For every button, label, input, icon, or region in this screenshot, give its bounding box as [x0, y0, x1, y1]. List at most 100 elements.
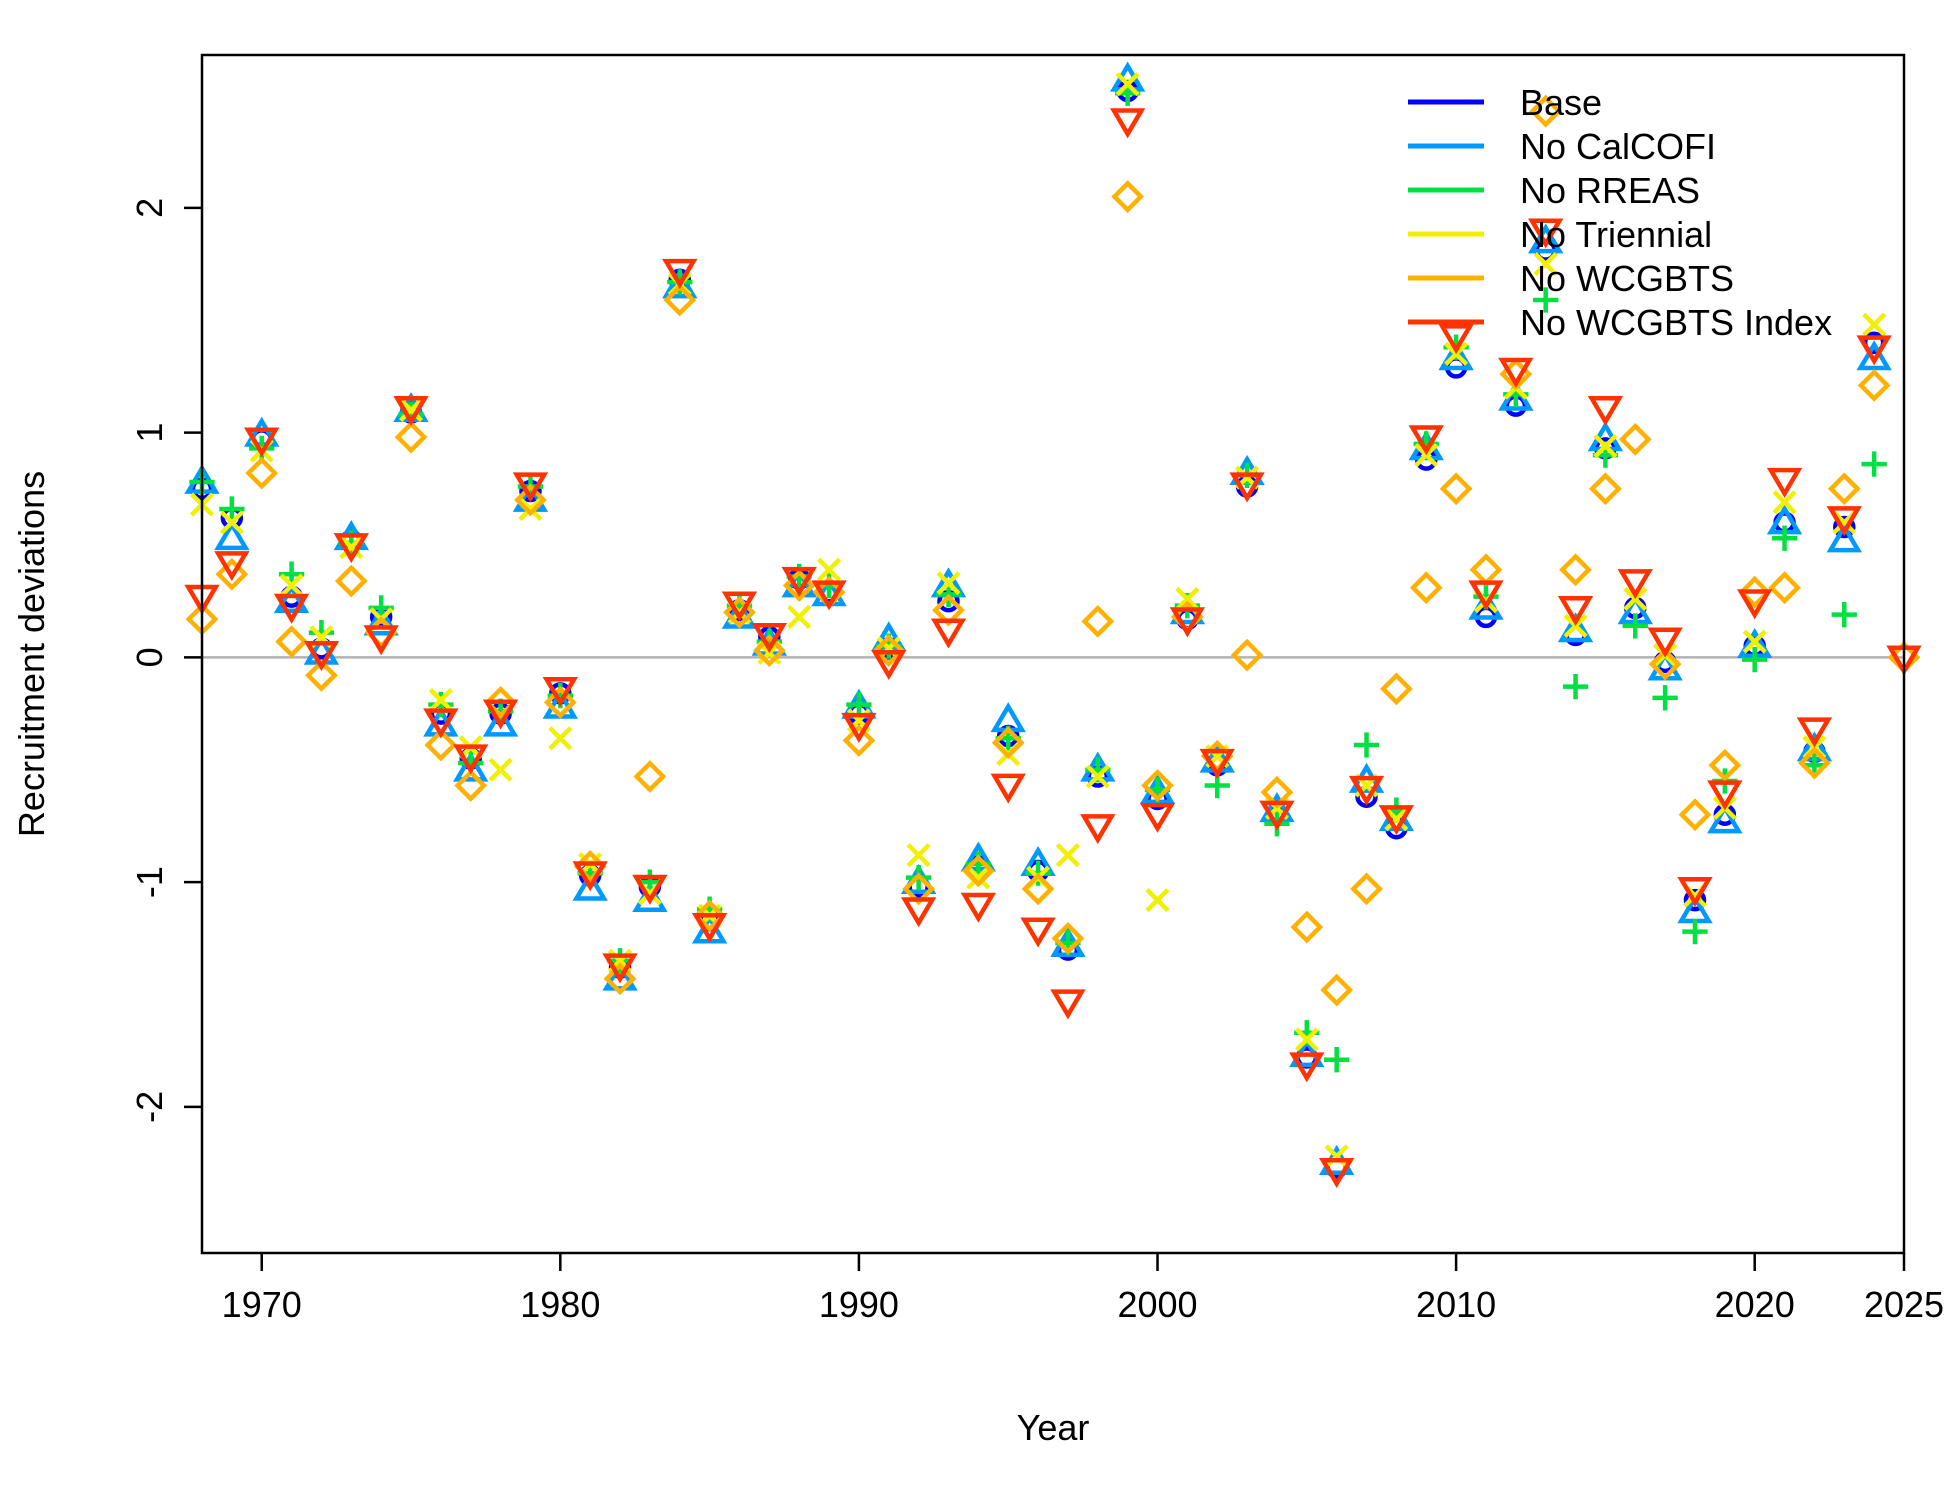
data-point	[961, 854, 995, 888]
data-point	[752, 634, 786, 668]
data-point	[1533, 287, 1559, 313]
data-point	[1468, 580, 1504, 611]
data-point	[1587, 396, 1624, 427]
data-point	[423, 708, 459, 739]
data-point	[572, 861, 608, 892]
data-point	[1622, 613, 1648, 639]
data-point	[244, 427, 280, 458]
data-point	[1798, 746, 1831, 780]
data-point	[334, 564, 368, 598]
data-point	[960, 892, 997, 923]
data-point	[453, 751, 489, 782]
legend-entry: No Triennial	[1408, 214, 1712, 255]
x-tick-label: 1990	[819, 1284, 899, 1325]
data-point	[1708, 748, 1742, 782]
legend-label: No WCGBTS	[1520, 258, 1734, 299]
data-point	[1175, 586, 1200, 611]
data-point	[514, 483, 547, 517]
data-point	[1768, 571, 1801, 605]
data-point	[305, 658, 338, 692]
data-point	[1080, 814, 1116, 845]
data-point	[1589, 472, 1622, 506]
data-point	[1742, 629, 1767, 654]
data-point	[1353, 732, 1380, 758]
y-tick-label: 0	[129, 647, 170, 667]
data-point	[936, 571, 961, 596]
data-point	[751, 623, 788, 654]
data-point	[1320, 973, 1354, 1007]
data-point	[1831, 602, 1857, 628]
data-point	[930, 618, 967, 649]
y-axis-label: Recruitment deviations	[11, 471, 52, 837]
data-point	[1498, 357, 1534, 388]
data-point	[428, 691, 454, 718]
x-tick-label: 2000	[1117, 1284, 1197, 1325]
data-point	[339, 535, 364, 560]
data-point	[1618, 422, 1652, 456]
data-point	[488, 757, 513, 782]
data-point	[1742, 646, 1768, 673]
data-point	[482, 706, 519, 737]
data-point	[723, 596, 756, 629]
data-point	[215, 557, 249, 591]
data-point	[1348, 775, 1385, 806]
data-point	[1260, 775, 1294, 809]
data-point	[1826, 506, 1862, 537]
series-no-wcgbts-index	[184, 108, 1922, 1189]
data-point	[1020, 917, 1056, 948]
data-point	[991, 726, 1025, 760]
legend-entry: No RREAS	[1408, 170, 1700, 211]
data-point	[1324, 1144, 1349, 1169]
data-point	[1677, 877, 1713, 908]
data-point	[906, 843, 931, 868]
data-point	[721, 591, 758, 622]
data-point	[1652, 685, 1678, 711]
data-point	[811, 580, 847, 611]
data-point	[1683, 888, 1707, 912]
data-point	[1771, 525, 1798, 551]
legend-label: Base	[1520, 82, 1602, 123]
data-point	[1259, 800, 1295, 831]
data-point	[781, 566, 817, 597]
data-point	[1707, 803, 1743, 834]
data-point	[453, 744, 489, 775]
data-point	[872, 634, 906, 668]
data-point	[482, 699, 519, 730]
data-point	[1647, 627, 1683, 658]
data-point	[1378, 805, 1415, 836]
data-point	[902, 872, 936, 906]
data-point	[693, 899, 726, 933]
data-point	[663, 283, 697, 317]
data-point	[1230, 638, 1264, 672]
data-point	[1229, 472, 1265, 503]
data-point	[1384, 807, 1409, 832]
x-axis-label: Year	[1017, 1407, 1090, 1448]
data-point	[214, 551, 250, 582]
data-point	[428, 688, 453, 713]
data-point	[543, 685, 577, 719]
data-point	[602, 960, 638, 991]
data-point	[1648, 647, 1682, 681]
data-point	[333, 533, 369, 564]
data-point	[1856, 335, 1892, 366]
data-point	[841, 712, 877, 743]
data-point	[633, 760, 667, 793]
data-point	[1085, 764, 1110, 789]
data-point	[1318, 1157, 1355, 1189]
data-point	[1527, 223, 1564, 254]
data-point	[1055, 843, 1080, 868]
data-point	[966, 865, 991, 890]
data-point	[1856, 340, 1892, 371]
data-point	[1562, 673, 1589, 700]
data-point	[1289, 1052, 1325, 1083]
data-point	[1439, 472, 1473, 506]
data-point	[817, 557, 842, 582]
data-point	[1861, 451, 1887, 477]
data-point	[1738, 575, 1772, 609]
y-tick-label: -1	[129, 866, 170, 898]
legend-label: No RREAS	[1520, 170, 1700, 211]
data-point	[518, 496, 543, 522]
data-point	[871, 649, 907, 681]
legend-entry: No CalCOFI	[1408, 126, 1716, 167]
